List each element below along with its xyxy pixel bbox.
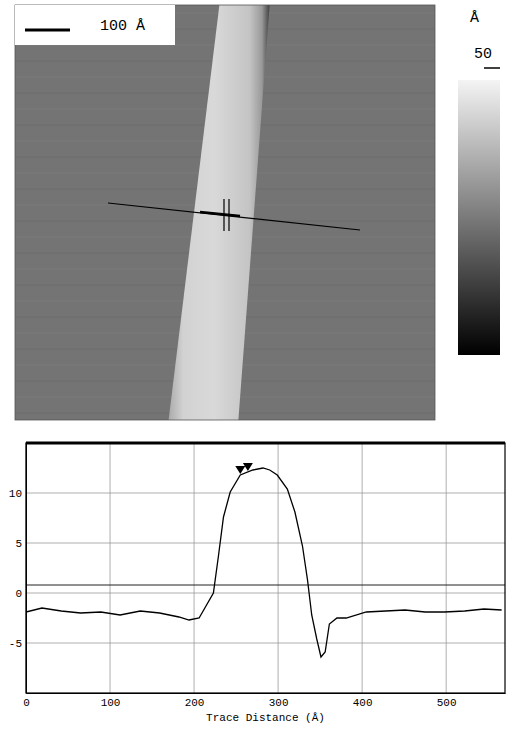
x-tick: 400 — [353, 693, 373, 709]
y-tick: 5 — [15, 538, 26, 550]
y-axis-line — [26, 444, 27, 694]
scale-bar — [25, 29, 70, 32]
grid-line-y — [26, 493, 505, 494]
grid-line-y — [26, 643, 505, 644]
x-tick: 500 — [437, 693, 457, 709]
reference-line — [26, 585, 505, 586]
grid-line-y — [26, 593, 505, 594]
plot-background — [26, 443, 505, 693]
y-tick: -5 — [9, 638, 26, 650]
cursor-mark — [228, 199, 229, 231]
x-tick: 300 — [269, 693, 289, 709]
profile-line — [108, 203, 360, 230]
image-frame — [15, 5, 435, 420]
grid-line-x — [194, 443, 195, 693]
y-tick-label: -5 — [9, 638, 22, 650]
colorbar-tick — [484, 67, 500, 69]
grid-line-x — [278, 443, 279, 693]
plot-area — [26, 463, 502, 657]
plot-top-rule — [26, 442, 505, 445]
scale-bar-box — [15, 5, 175, 45]
colorbar-unit: Å — [470, 10, 479, 27]
grid-line-x — [110, 443, 111, 693]
x-axis: 0 100 200 300 400 500 — [23, 693, 505, 709]
y-tick-label: 0 — [15, 588, 22, 600]
profile — [26, 468, 502, 657]
cursor-span — [200, 212, 240, 216]
y-tick: 10 — [9, 488, 26, 500]
x-tick-label: 500 — [437, 697, 457, 709]
x-tick-label: 400 — [353, 697, 373, 709]
x-tick-label: 100 — [101, 697, 121, 709]
x-tick-label: 200 — [185, 697, 205, 709]
grid-line-x — [362, 443, 363, 693]
x-tick: 0 — [23, 693, 30, 709]
scale-bar-label: 100 Å — [100, 18, 145, 35]
x-axis-title: Trace Distance (Å) — [206, 712, 325, 724]
x-tick: 200 — [185, 693, 205, 709]
grid-line-y — [26, 543, 505, 544]
x-axis-line — [27, 693, 506, 694]
colorbar-tick-label: 50 — [474, 46, 492, 63]
plot-frame — [26, 443, 505, 693]
y-tick-label: 5 — [15, 538, 22, 550]
cursor-marker — [243, 463, 253, 471]
y-tick: 0 — [15, 588, 26, 600]
colorbar — [458, 80, 500, 355]
stm-image — [15, 5, 435, 420]
y-axis: -5 0 5 10 — [9, 444, 27, 694]
y-tick-label: 10 — [9, 488, 22, 500]
grid-line-x — [446, 443, 447, 693]
x-tick-label: 300 — [269, 697, 289, 709]
cursor-marker — [235, 466, 245, 474]
cursor-mark — [223, 199, 224, 231]
x-tick: 100 — [101, 693, 121, 709]
x-tick-label: 0 — [23, 697, 30, 709]
figure: 100 ÅÅ500100200300400500-50510Trace Dist… — [0, 0, 514, 729]
tube — [168, 5, 270, 420]
